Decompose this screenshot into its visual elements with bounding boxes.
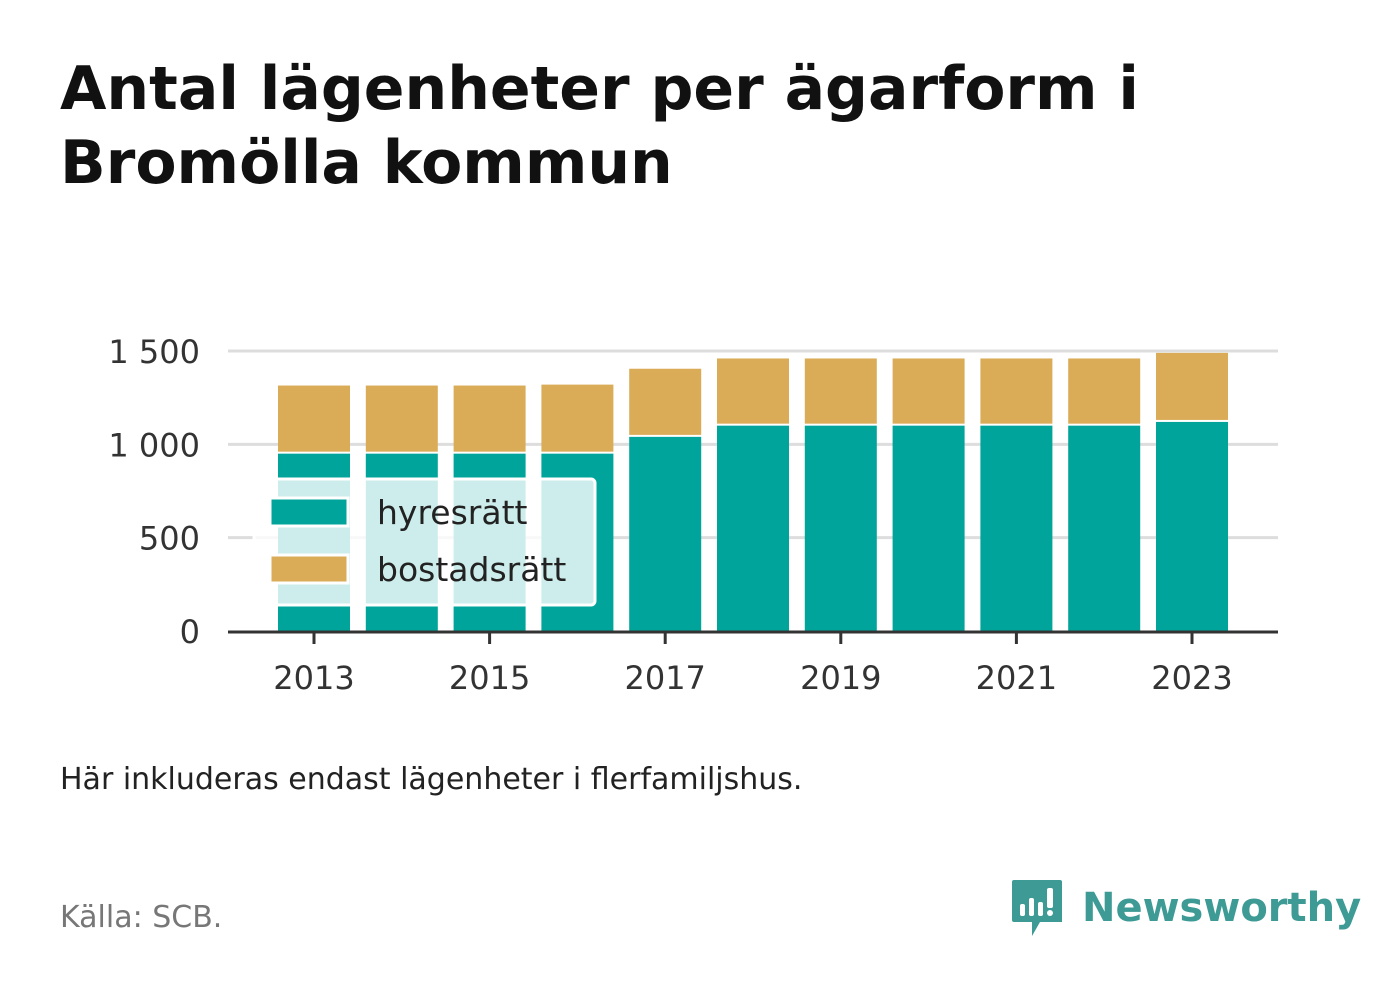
source-credit: Källa: SCB. bbox=[60, 900, 223, 935]
bar-hyresrätt-2018 bbox=[717, 425, 789, 631]
x-tick-label: 2017 bbox=[624, 659, 705, 697]
bar-hyresrätt-2019 bbox=[804, 425, 877, 631]
legend: hyresrätt bostadsrätt bbox=[252, 477, 597, 607]
x-tick-label: 2023 bbox=[1151, 659, 1232, 697]
chart-title: Antal lägenheter per ägarform i Bromölla… bbox=[60, 54, 1139, 198]
bar-bostadsrätt-2018 bbox=[717, 358, 789, 424]
legend-swatch-hyresrätt bbox=[268, 496, 350, 528]
y-axis-labels: 0 500 1 000 1 500 bbox=[108, 333, 200, 651]
y-tick-label: 500 bbox=[139, 520, 200, 558]
bar-bostadsrätt-2013 bbox=[278, 385, 350, 452]
y-tick-label: 0 bbox=[180, 613, 200, 651]
bar-bostadsrätt-2015 bbox=[453, 385, 526, 452]
chart-note: Här inkluderas endast lägenheter i flerf… bbox=[60, 762, 803, 797]
bar-hyresrätt-2023 bbox=[1156, 421, 1228, 631]
bar-hyresrätt-2020 bbox=[892, 425, 965, 631]
bar-bostadsrätt-2021 bbox=[980, 358, 1053, 424]
x-tick-label: 2013 bbox=[273, 659, 354, 697]
bar-bostadsrätt-2020 bbox=[892, 358, 965, 424]
bar-hyresrätt-2022 bbox=[1068, 425, 1141, 631]
bar-bostadsrätt-2023 bbox=[1156, 352, 1228, 420]
y-tick-label: 1 000 bbox=[108, 426, 200, 464]
newsworthy-logo-icon bbox=[1012, 880, 1062, 936]
bar-bostadsrätt-2019 bbox=[804, 358, 877, 424]
newsworthy-brand: Newsworthy bbox=[1010, 878, 1361, 938]
x-tick-label: 2015 bbox=[449, 659, 530, 697]
x-tick-label: 2021 bbox=[976, 659, 1057, 697]
bar-bostadsrätt-2016 bbox=[541, 384, 614, 452]
x-axis-ticks: 2013 2015 2017 2019 2021 2023 bbox=[273, 632, 1233, 697]
bar-bostadsrätt-2014 bbox=[365, 385, 438, 452]
legend-swatch-bostadsrätt bbox=[268, 553, 350, 585]
y-tick-label: 1 500 bbox=[108, 333, 200, 371]
brand-name: Newsworthy bbox=[1082, 885, 1362, 931]
bar-hyresrätt-2021 bbox=[980, 425, 1053, 631]
legend-label-bostadsrätt: bostadsrätt bbox=[377, 550, 566, 589]
legend-label-hyresrätt: hyresrätt bbox=[377, 493, 528, 532]
bar-hyresrätt-2017 bbox=[629, 436, 702, 631]
bar-bostadsrätt-2022 bbox=[1068, 358, 1141, 424]
x-tick-label: 2019 bbox=[800, 659, 881, 697]
bar-bostadsrätt-2017 bbox=[629, 368, 702, 435]
